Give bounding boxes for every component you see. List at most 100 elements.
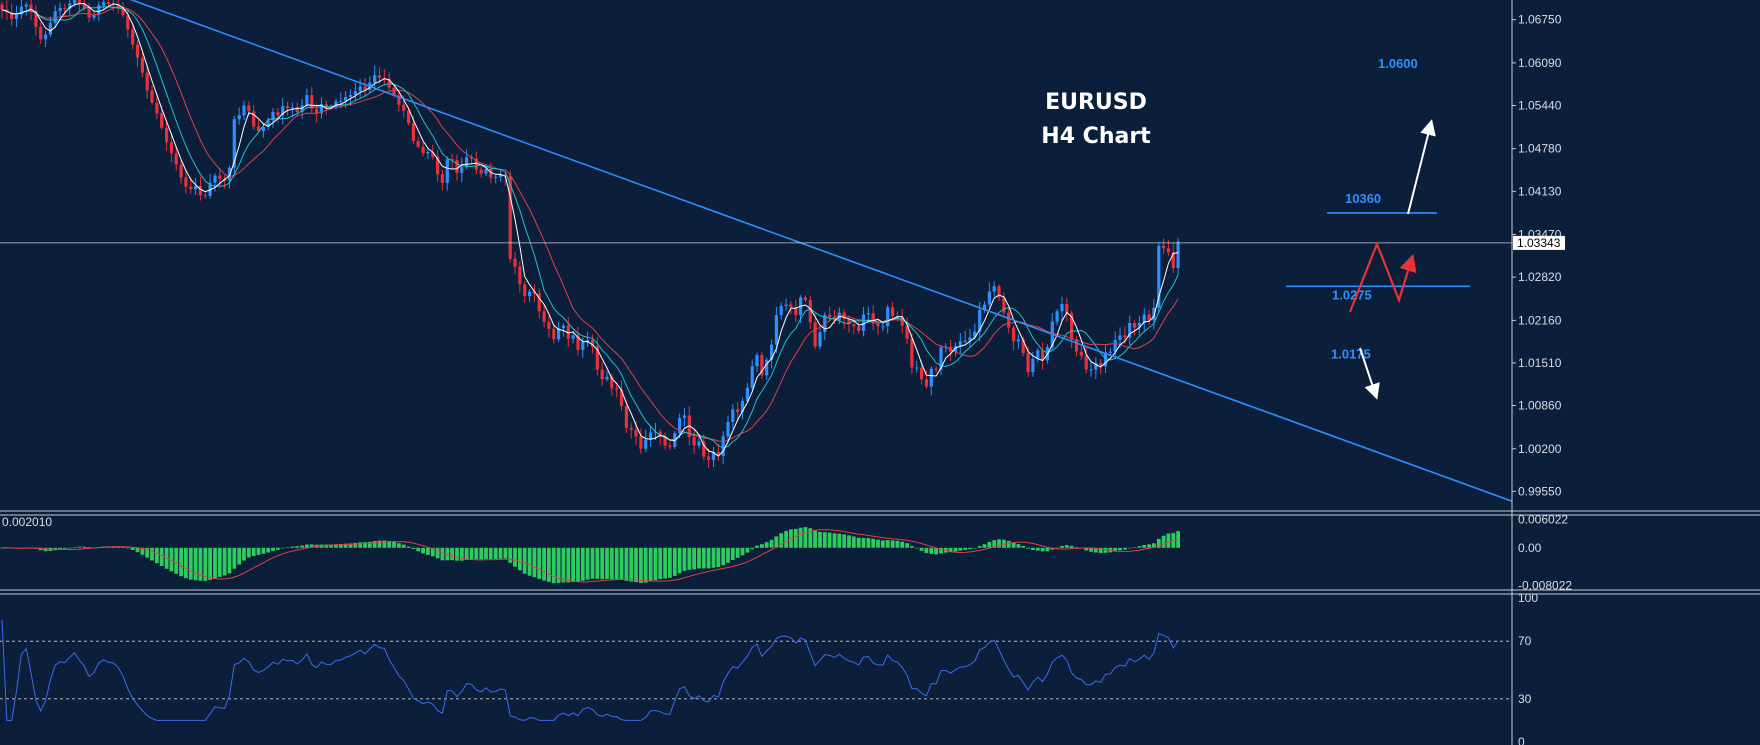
candle-body <box>886 307 890 327</box>
macd-bar <box>488 547 493 560</box>
macd-bar <box>450 547 454 561</box>
candle-body <box>324 104 328 108</box>
macd-bar <box>150 547 154 561</box>
candle-body <box>213 175 217 183</box>
macd-bar <box>198 547 203 581</box>
candle-body <box>411 123 415 141</box>
macd-bar <box>745 547 750 553</box>
macd-bar <box>547 547 551 582</box>
candle-body <box>634 429 638 437</box>
macd-bar <box>1045 547 1050 552</box>
macd-bar <box>1021 546 1026 548</box>
candle-body <box>106 2 111 4</box>
macd-bar <box>813 530 817 548</box>
candle-body <box>605 376 609 380</box>
macd-bar <box>818 531 822 548</box>
candle-body <box>242 105 246 116</box>
candle-body <box>436 156 440 175</box>
candle-body <box>697 441 701 446</box>
candle-body <box>586 340 590 342</box>
candle-body <box>871 313 875 324</box>
candle-body <box>276 112 280 116</box>
macd-bar <box>837 533 842 548</box>
macd-bar <box>1113 547 1118 552</box>
macd-bar <box>1006 540 1011 548</box>
candle-body <box>600 369 604 380</box>
macd-bar <box>822 532 827 548</box>
macd-bar <box>692 547 696 570</box>
candle-body <box>14 14 19 19</box>
rsi-tick-label: 70 <box>1518 634 1532 648</box>
candle-body <box>126 15 130 30</box>
price-tick-label: 1.06090 <box>1518 56 1562 70</box>
macd-bar <box>367 541 372 548</box>
candle-body <box>363 86 367 90</box>
candle-body <box>92 14 96 18</box>
macd-bar <box>629 547 634 582</box>
candle-body <box>774 315 778 345</box>
candle-body <box>58 7 62 12</box>
zigzag-projection <box>1348 241 1417 313</box>
candle-body <box>1041 350 1045 361</box>
macd-bar <box>217 547 222 577</box>
candle-body <box>716 452 720 456</box>
macd-bar <box>1093 547 1098 553</box>
candle-body <box>266 120 270 128</box>
macd-bar <box>827 532 832 548</box>
candle-body <box>1084 355 1088 370</box>
candle-body <box>1162 245 1166 249</box>
macd-tick-label: -0.008022 <box>1518 579 1572 593</box>
macd-tick-label: 0.006022 <box>1518 512 1568 526</box>
candle-body <box>861 314 866 331</box>
macd-bar <box>125 547 130 549</box>
candle-body <box>416 140 420 147</box>
candle-body <box>53 11 57 23</box>
macd-bar <box>779 533 784 548</box>
macd-bar <box>372 541 377 548</box>
macd-bar <box>576 547 580 582</box>
rsi-tick-label: 0 <box>1518 735 1525 745</box>
macd-bar <box>518 547 522 571</box>
candle-body <box>992 286 996 292</box>
level-label-10600: 1.0600 <box>1378 56 1418 71</box>
macd-bar <box>135 547 140 553</box>
candle-body <box>934 368 938 370</box>
macd-bar <box>155 547 159 564</box>
macd-bar <box>663 547 667 579</box>
macd-bar <box>145 547 150 558</box>
macd-bar <box>803 527 808 548</box>
macd-bar <box>609 547 614 580</box>
rsi-line <box>1 619 1179 721</box>
macd-bar <box>672 547 677 576</box>
candle-body <box>402 104 406 111</box>
candle-body <box>1074 339 1079 352</box>
candle-body <box>63 7 67 9</box>
macd-bar <box>634 547 638 583</box>
candle-body <box>310 95 314 109</box>
macd-bar <box>1069 545 1074 548</box>
candle-body <box>571 335 575 339</box>
macd-bar <box>934 547 938 555</box>
candle-body <box>823 315 827 333</box>
candle-body <box>658 431 662 437</box>
candle-body <box>97 5 101 15</box>
candle-body <box>189 186 193 190</box>
macd-bar <box>222 547 227 576</box>
candle-body <box>518 266 522 285</box>
candle-body <box>920 367 924 380</box>
candle-body <box>135 44 140 58</box>
macd-bar <box>556 547 561 584</box>
macd-bar <box>513 547 517 567</box>
candle-body <box>682 415 686 418</box>
candle-body <box>455 159 459 173</box>
macd-bar <box>242 547 246 561</box>
macd-bar <box>590 547 595 579</box>
macd-bar <box>435 547 440 559</box>
candle-body <box>973 331 977 338</box>
price-tick-label: 1.02820 <box>1518 270 1562 284</box>
candle-body <box>852 324 856 327</box>
ma-fast-line <box>1 3 1179 457</box>
candle-body <box>315 108 319 114</box>
level-label-10175: 1.0175 <box>1331 346 1371 361</box>
macd-bar <box>972 547 977 549</box>
